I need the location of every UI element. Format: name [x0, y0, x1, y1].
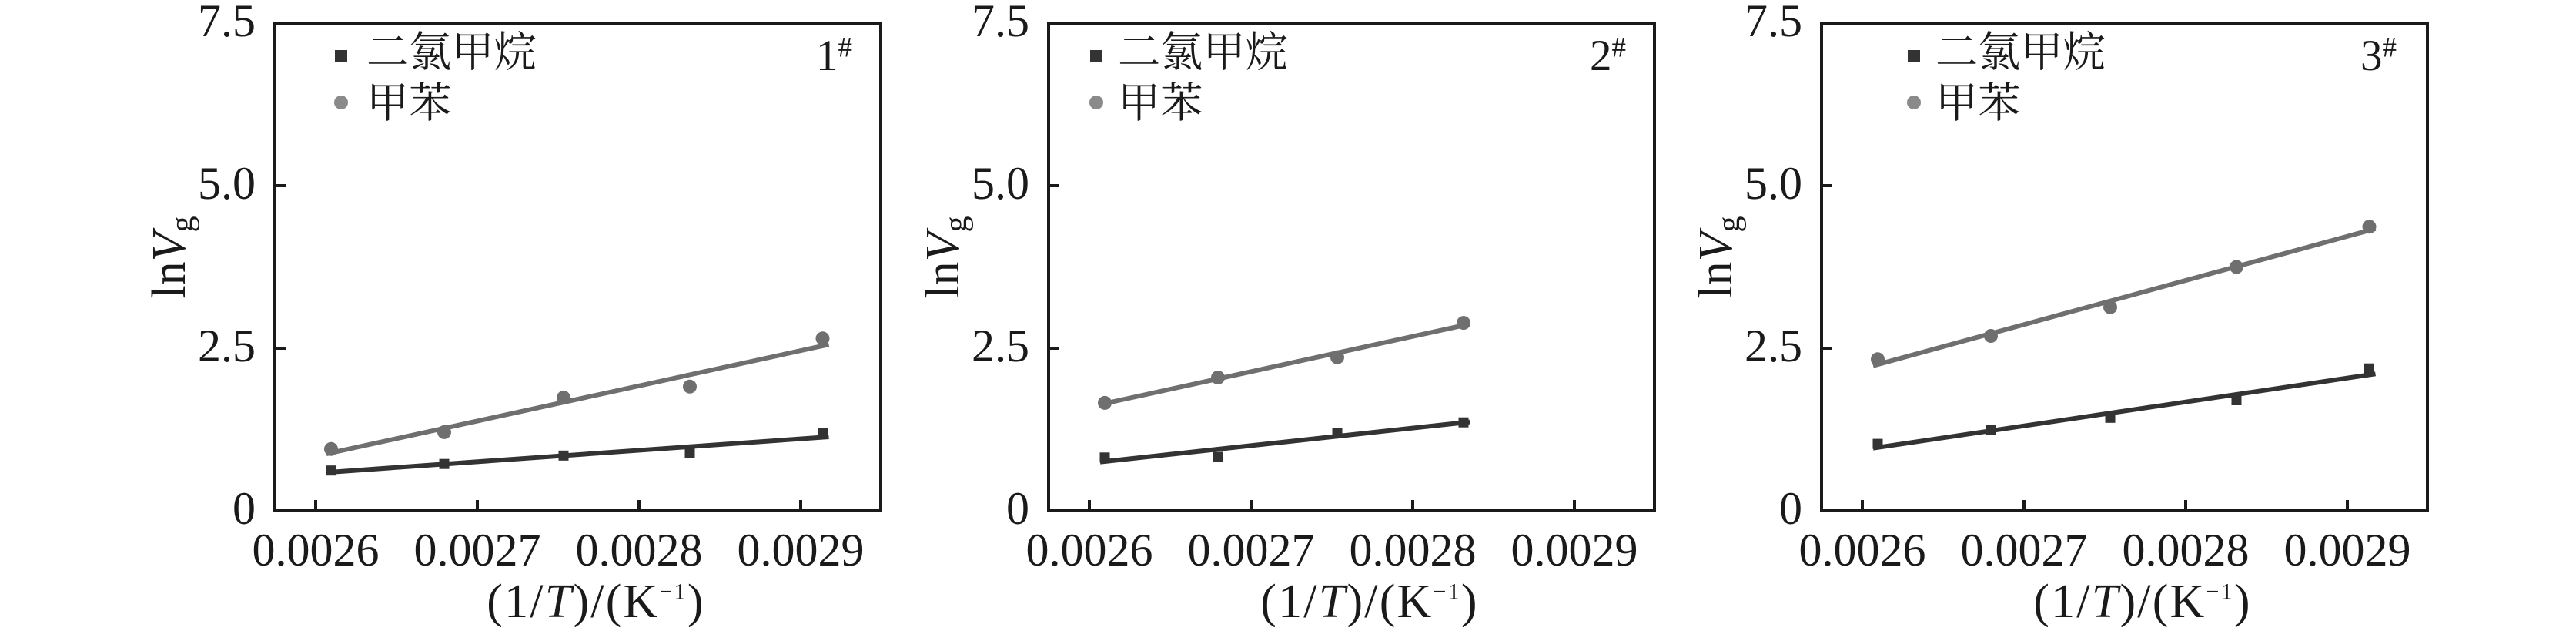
svg-text:(1/T)/(K−1): (1/T)/(K−1): [487, 576, 704, 627]
svg-text:7.5: 7.5: [972, 0, 1029, 46]
svg-text:0: 0: [1006, 483, 1029, 534]
svg-text:2.5: 2.5: [1745, 321, 1802, 371]
svg-text:0.0027: 0.0027: [414, 525, 541, 576]
svg-text:0.0026: 0.0026: [1799, 525, 1926, 576]
svg-text:0: 0: [233, 483, 256, 534]
svg-text:5.0: 5.0: [1745, 158, 1802, 209]
svg-text:5.0: 5.0: [972, 158, 1029, 209]
svg-text:0.0029: 0.0029: [738, 525, 865, 576]
svg-text:0.0028: 0.0028: [1350, 525, 1477, 576]
svg-text:7.5: 7.5: [1745, 0, 1802, 46]
svg-text:0.0026: 0.0026: [253, 525, 380, 576]
svg-text:0.0026: 0.0026: [1026, 525, 1153, 576]
svg-text:0: 0: [1779, 483, 1802, 534]
svg-text:(1/T)/(K−1): (1/T)/(K−1): [2033, 576, 2251, 627]
svg-text:3#: 3#: [2360, 32, 2397, 80]
svg-text:lnVg: lnVg: [1690, 216, 1747, 298]
svg-text:0.0028: 0.0028: [576, 525, 703, 576]
svg-text:2.5: 2.5: [198, 321, 256, 371]
svg-text:0.0027: 0.0027: [1188, 525, 1315, 576]
svg-text:0.0027: 0.0027: [1961, 525, 2088, 576]
svg-text:7.5: 7.5: [198, 0, 256, 46]
svg-text:0.0029: 0.0029: [2284, 525, 2411, 576]
svg-text:1#: 1#: [816, 32, 852, 80]
svg-text:lnVg: lnVg: [917, 216, 974, 298]
svg-text:(1/T)/(K−1): (1/T)/(K−1): [1260, 576, 1478, 627]
svg-text:lnVg: lnVg: [143, 216, 200, 298]
svg-text:5.0: 5.0: [198, 158, 256, 209]
svg-text:0.0028: 0.0028: [2123, 525, 2250, 576]
svg-text:2.5: 2.5: [972, 321, 1029, 371]
svg-text:0.0029: 0.0029: [1511, 525, 1638, 576]
svg-text:2#: 2#: [1590, 32, 1626, 80]
